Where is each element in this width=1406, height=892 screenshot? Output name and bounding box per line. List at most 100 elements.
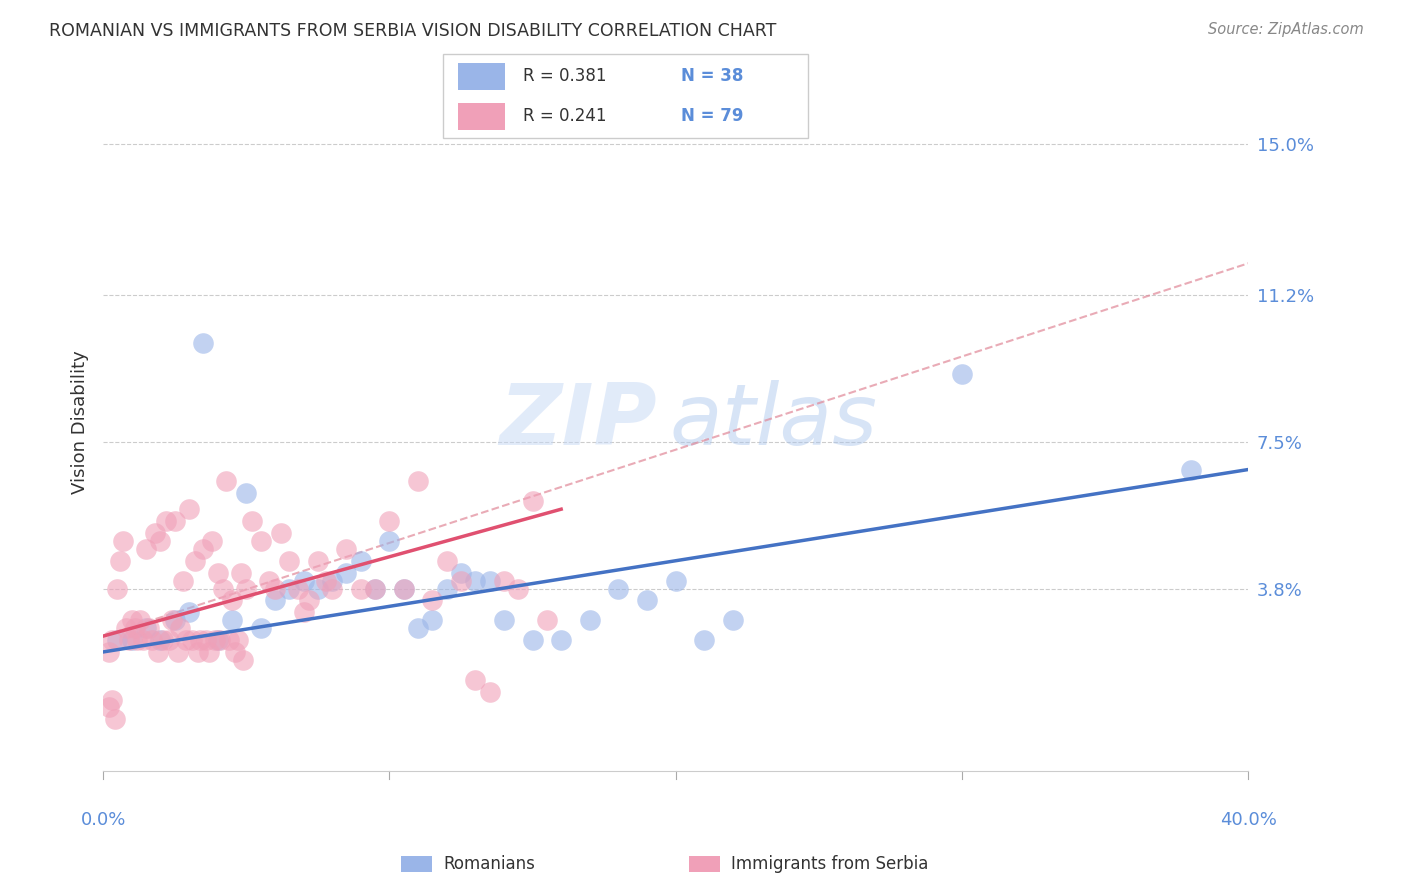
Text: 0.0%: 0.0% [80,811,125,829]
Point [229,566,252,580]
Point [138,621,160,635]
Point [350,582,373,596]
Point [152,633,174,648]
Point [378,533,401,548]
Point [550,633,572,648]
Point [212,582,235,596]
Point [166,645,188,659]
Point [464,574,486,588]
Point [221,593,243,607]
Point [103,712,125,726]
Point [218,633,240,648]
Point [180,633,202,648]
Point [307,554,329,568]
Text: Romanians: Romanians [443,855,534,873]
Point [129,613,152,627]
Point [177,605,200,619]
Point [492,574,515,588]
Text: 40.0%: 40.0% [1220,811,1277,829]
Point [335,541,357,556]
Text: Source: ZipAtlas.com: Source: ZipAtlas.com [1208,22,1364,37]
Point [315,574,337,588]
Point [100,633,122,648]
FancyBboxPatch shape [457,103,505,130]
Point [149,633,172,648]
Point [335,566,357,580]
Point [450,566,472,580]
Point [364,582,387,596]
Point [135,621,157,635]
Point [321,582,343,596]
Text: ROMANIAN VS IMMIGRANTS FROM SERBIA VISION DISABILITY CORRELATION CHART: ROMANIAN VS IMMIGRANTS FROM SERBIA VISIO… [49,22,776,40]
Point [1180,462,1202,476]
FancyBboxPatch shape [457,62,505,90]
Text: atlas: atlas [669,381,877,464]
Point [160,613,183,627]
Point [522,633,544,648]
Point [107,633,129,648]
Point [215,475,238,489]
Point [232,653,254,667]
Point [492,613,515,627]
Point [240,514,263,528]
Point [107,582,129,596]
Point [157,633,180,648]
Point [124,621,146,635]
Point [436,582,458,596]
Point [224,645,246,659]
Point [190,633,212,648]
Text: N = 79: N = 79 [681,107,742,125]
Point [221,613,243,627]
Point [127,633,149,648]
Point [307,582,329,596]
Point [278,582,301,596]
Point [187,645,209,659]
Point [141,633,163,648]
Point [406,621,429,635]
Point [508,582,530,596]
Point [163,514,186,528]
Point [121,613,143,627]
Point [392,582,415,596]
Text: R = 0.241: R = 0.241 [523,107,607,125]
FancyBboxPatch shape [443,54,808,138]
Point [149,533,172,548]
Point [721,613,744,627]
Point [169,621,191,635]
Point [350,554,373,568]
Point [264,582,287,596]
Point [204,633,226,648]
Point [110,554,132,568]
Point [292,574,315,588]
Point [193,335,215,350]
Point [522,494,544,508]
Point [143,526,166,541]
Point [226,633,249,648]
Point [184,554,207,568]
Point [478,574,501,588]
Point [420,593,443,607]
Point [392,582,415,596]
Point [112,533,135,548]
Point [198,645,221,659]
Point [478,684,501,698]
Point [450,574,472,588]
Point [174,633,197,648]
Point [270,526,292,541]
Point [209,633,232,648]
Point [249,533,271,548]
Point [115,621,138,635]
Point [118,633,141,648]
Point [100,692,122,706]
Point [578,613,600,627]
Point [292,605,315,619]
Point [172,574,194,588]
Point [201,533,224,548]
Point [135,541,157,556]
Point [207,633,229,648]
Text: ZIP: ZIP [499,381,657,464]
Text: Immigrants from Serbia: Immigrants from Serbia [731,855,928,873]
Point [636,593,658,607]
Point [287,582,309,596]
Point [121,633,143,648]
